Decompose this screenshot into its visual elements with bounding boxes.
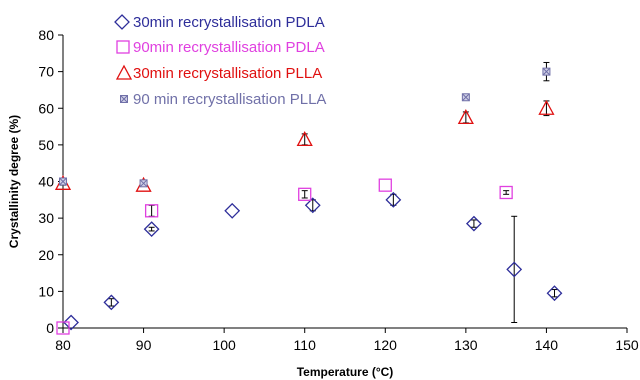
x-square-cross	[462, 93, 470, 101]
square-marker	[378, 178, 392, 192]
square-marker	[56, 321, 70, 335]
x-tick-label: 130	[454, 337, 478, 353]
y-tick-label: 50	[38, 137, 54, 153]
x-tick-label: 100	[212, 337, 236, 353]
y-tick-label: 70	[38, 64, 54, 80]
data-point	[378, 178, 392, 192]
x-tick-label: 80	[55, 337, 71, 353]
data-point	[385, 191, 402, 208]
y-tick-label: 0	[46, 320, 54, 336]
data-point	[59, 177, 67, 186]
x-tick-label: 150	[615, 337, 639, 353]
series-1	[56, 178, 513, 335]
data-point	[144, 204, 159, 218]
square-marker	[499, 185, 513, 200]
data-point	[461, 93, 470, 102]
diamond-marker	[224, 202, 241, 219]
triangle-marker	[457, 109, 474, 125]
y-tick-label: 40	[38, 174, 54, 190]
data-point	[538, 99, 555, 115]
square-marker	[298, 187, 312, 201]
data-point	[499, 185, 513, 200]
x-axis-title: Temperature (°C)	[297, 365, 394, 379]
data-point	[103, 294, 120, 311]
diamond-marker	[546, 285, 563, 302]
y-axis-title: Crystallinity degree (%)	[7, 115, 21, 248]
data-point	[304, 197, 321, 214]
x-square-cross	[543, 68, 550, 75]
diamond-marker	[143, 221, 160, 238]
diamond-marker	[114, 14, 130, 30]
square-marker	[116, 40, 130, 54]
x-square-cross	[59, 178, 67, 185]
x-tick-label: 120	[374, 337, 398, 353]
x-tick-label: 110	[294, 337, 317, 353]
x-tick-label: 140	[535, 337, 559, 353]
legend-label: 30min recrystallisation PLLA	[133, 65, 322, 82]
x-tick-label: 90	[136, 337, 152, 353]
square-marker	[144, 204, 159, 218]
diamond-marker	[103, 294, 120, 311]
data-point	[542, 67, 551, 76]
diamond-marker	[304, 197, 321, 214]
y-tick-label: 80	[38, 27, 54, 43]
data-point	[546, 285, 563, 302]
y-tick-label: 20	[38, 247, 54, 263]
data-point	[63, 314, 79, 331]
legend-item-plla-30: 30min recrystallisation PLLA	[115, 64, 322, 82]
data-point	[115, 64, 133, 80]
axis-ticks: 0 10 20 30 40 50 60 70 80 80 90 100 110 120 130 140 150	[38, 27, 638, 353]
legend-label: 30min recrystallisation PDLA	[133, 14, 325, 31]
data-point	[143, 221, 160, 238]
legend-item-pdla-30: 30min recrystallisation PDLA	[114, 14, 325, 31]
triangle-marker	[296, 131, 313, 147]
data-point	[296, 131, 313, 147]
legend-item-pdla-90: 90min recrystallisation PDLA	[116, 39, 325, 56]
y-tick-label: 30	[38, 210, 54, 226]
data-point	[506, 261, 523, 278]
y-tick-label: 60	[38, 100, 54, 116]
series-0	[63, 191, 563, 331]
legend-label: 90min recrystallisation PDLA	[133, 39, 325, 56]
y-tick-label: 10	[38, 283, 54, 299]
data-point	[465, 215, 482, 232]
x-square-cross	[140, 179, 147, 187]
legend: 30min recrystallisation PDLA 90min recry…	[114, 14, 326, 108]
data-point	[120, 95, 128, 103]
legend-label: 90 min recrystallisation PLLA	[133, 91, 326, 108]
x-square-cross	[120, 95, 128, 103]
data-point	[116, 40, 130, 54]
legend-item-plla-90: 90 min recrystallisation PLLA	[120, 91, 326, 108]
data-point	[56, 321, 70, 335]
data-point	[114, 14, 130, 30]
triangle-marker	[115, 64, 133, 80]
data-point	[224, 202, 241, 219]
data-point	[139, 179, 148, 188]
diamond-marker	[506, 261, 523, 278]
diamond-marker	[63, 314, 79, 331]
triangle-marker	[538, 99, 555, 115]
diamond-marker	[385, 191, 402, 208]
data-point	[457, 109, 474, 125]
data-point	[298, 187, 312, 201]
series-3	[59, 61, 551, 188]
diamond-marker	[465, 215, 482, 232]
data-marks	[54, 61, 563, 335]
series-2	[54, 99, 555, 192]
